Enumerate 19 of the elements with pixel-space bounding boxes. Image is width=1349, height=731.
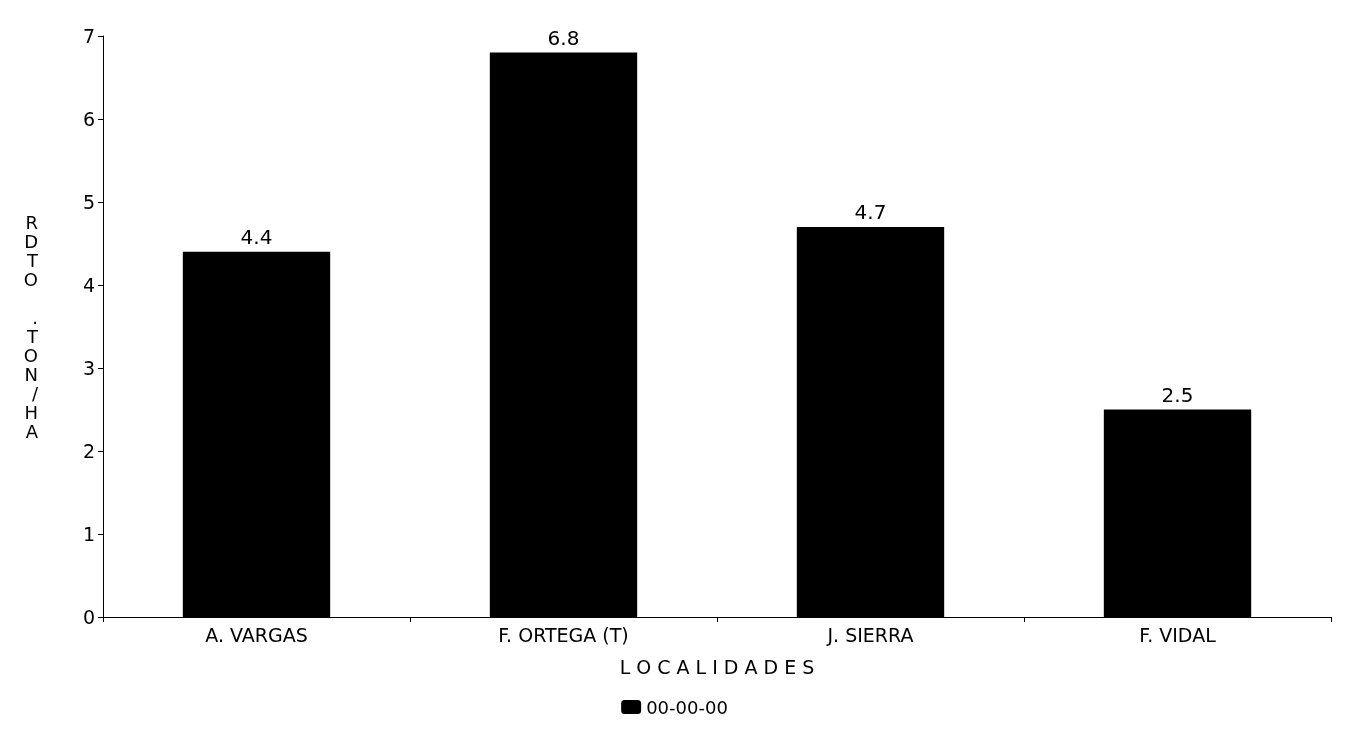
x-tick-label: F. VIDAL bbox=[1139, 623, 1217, 646]
x-tick-label: J. SIERRA bbox=[826, 623, 914, 646]
data-label: 2.5 bbox=[1161, 382, 1194, 407]
y-tick-label: 3 bbox=[82, 357, 95, 379]
y-tick-label: 7 bbox=[82, 25, 95, 47]
legend-label: 00-00-00 bbox=[646, 696, 728, 718]
x-axis-title: L O C A L I D A D E S bbox=[619, 655, 815, 678]
y-tick-label: 5 bbox=[82, 191, 95, 213]
data-label: 6.8 bbox=[547, 25, 580, 50]
text: RDTO .TON/HA bbox=[23, 211, 38, 442]
y-tick-label: 0 bbox=[82, 606, 95, 628]
data-label: 4.4 bbox=[240, 224, 273, 249]
y-tick-label: 1 bbox=[82, 523, 95, 545]
y-tick-label: 6 bbox=[82, 108, 95, 130]
y-tick-label: 2 bbox=[82, 440, 95, 462]
x-tick-label: F. ORTEGA (T) bbox=[498, 623, 629, 646]
y-tick-label: 4 bbox=[82, 274, 95, 296]
data-label: 4.7 bbox=[854, 199, 887, 224]
x-tick-label: A. VARGAS bbox=[205, 623, 308, 646]
